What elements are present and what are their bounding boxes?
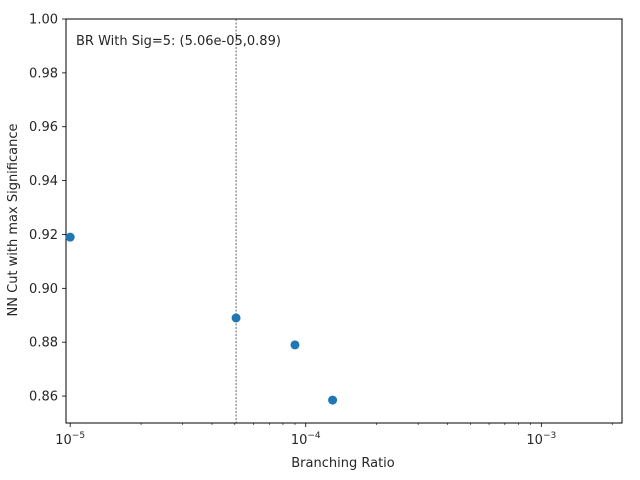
data-point xyxy=(231,313,241,323)
y-axis-label: NN Cut with max Significance xyxy=(6,124,21,317)
x-minor-ticks xyxy=(140,423,613,425)
y-tick-label: 0.92 xyxy=(29,228,58,243)
y-tick-label: 1.00 xyxy=(29,13,58,28)
y-tick-label: 0.96 xyxy=(29,120,58,135)
plot-frame xyxy=(65,18,623,424)
data-point xyxy=(65,232,75,242)
y-tick-label: 0.90 xyxy=(29,282,58,297)
y-tick-label: 0.94 xyxy=(29,174,58,189)
x-tick-label: 10−5 xyxy=(55,431,85,448)
data-points xyxy=(65,232,338,405)
annotation-text: BR With Sig=5: (5.06e-05,0.89) xyxy=(76,34,281,49)
x-tick-label: 10−3 xyxy=(526,431,556,448)
y-tick-label: 0.98 xyxy=(29,66,58,81)
data-point xyxy=(290,340,300,350)
y-axis-ticks: 0.86 0.88 0.90 0.92 0.94 0.96 0.98 1.00 xyxy=(29,13,66,405)
x-axis-label: Branching Ratio xyxy=(291,456,395,471)
y-tick-label: 0.88 xyxy=(29,336,58,351)
x-axis-ticks: 10−5 10−4 10−3 xyxy=(55,423,556,448)
plot-area xyxy=(65,18,623,424)
y-tick-label: 0.86 xyxy=(29,390,58,405)
data-point xyxy=(328,395,338,405)
x-tick-label: 10−4 xyxy=(291,431,321,448)
